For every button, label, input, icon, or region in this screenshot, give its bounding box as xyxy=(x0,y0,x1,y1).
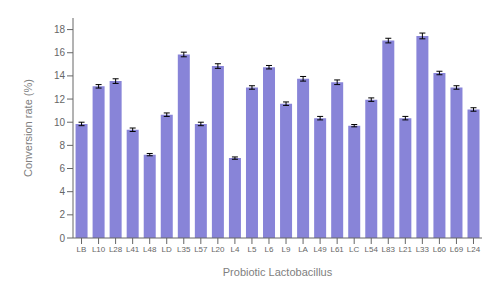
svg-text:18: 18 xyxy=(54,24,66,35)
svg-text:LC: LC xyxy=(349,245,359,254)
svg-text:L21: L21 xyxy=(399,245,413,254)
svg-text:2: 2 xyxy=(59,209,65,220)
svg-text:LA: LA xyxy=(298,245,308,254)
svg-text:Probiotic Lactobacillus: Probiotic Lactobacillus xyxy=(223,266,333,278)
svg-text:L35: L35 xyxy=(177,245,191,254)
svg-text:L24: L24 xyxy=(467,245,481,254)
svg-text:16: 16 xyxy=(54,47,66,58)
svg-text:12: 12 xyxy=(54,94,66,105)
svg-text:L54: L54 xyxy=(365,245,379,254)
svg-text:LD: LD xyxy=(162,245,172,254)
svg-text:6: 6 xyxy=(59,163,65,174)
svg-text:0: 0 xyxy=(59,233,65,244)
svg-text:L5: L5 xyxy=(247,245,256,254)
svg-text:L69: L69 xyxy=(450,245,464,254)
svg-text:L48: L48 xyxy=(143,245,157,254)
svg-text:Conversion rate (%): Conversion rate (%) xyxy=(22,79,34,177)
svg-text:L57: L57 xyxy=(194,245,208,254)
svg-text:L61: L61 xyxy=(330,245,344,254)
svg-text:8: 8 xyxy=(59,140,65,151)
svg-text:L20: L20 xyxy=(211,245,225,254)
svg-text:L9: L9 xyxy=(282,245,291,254)
svg-text:L49: L49 xyxy=(313,245,327,254)
svg-text:L33: L33 xyxy=(416,245,430,254)
svg-text:L83: L83 xyxy=(382,245,396,254)
svg-text:L60: L60 xyxy=(433,245,447,254)
svg-text:L10: L10 xyxy=(92,245,106,254)
svg-text:10: 10 xyxy=(54,117,66,128)
svg-text:L6: L6 xyxy=(265,245,274,254)
svg-text:L41: L41 xyxy=(126,245,140,254)
svg-text:L28: L28 xyxy=(109,245,123,254)
svg-text:L4: L4 xyxy=(230,245,239,254)
svg-text:14: 14 xyxy=(54,70,66,81)
svg-text:4: 4 xyxy=(59,186,65,197)
svg-text:LB: LB xyxy=(77,245,87,254)
